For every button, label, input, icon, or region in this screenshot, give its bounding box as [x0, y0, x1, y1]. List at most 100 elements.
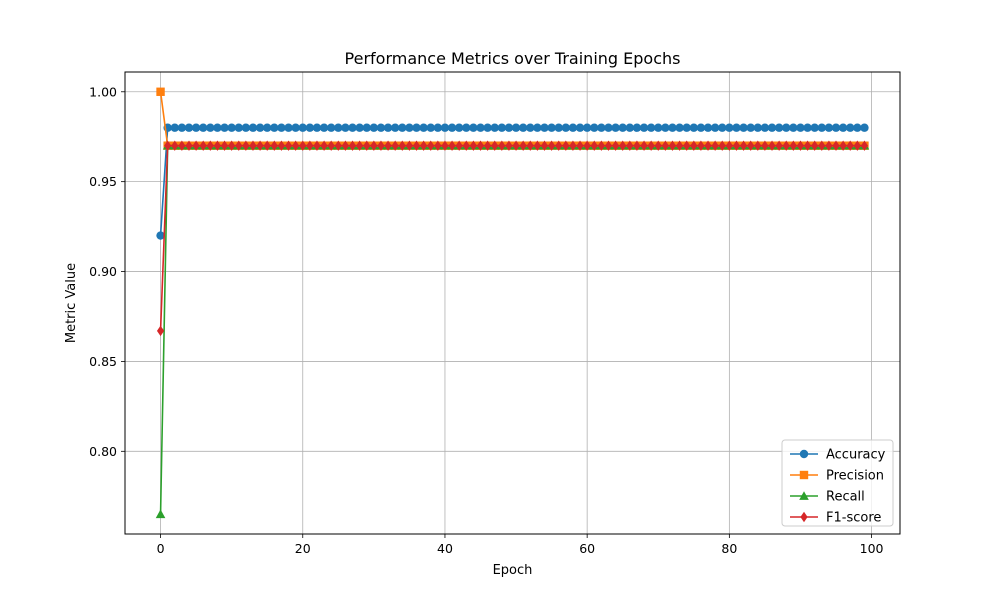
data-point-accuracy	[789, 123, 798, 132]
data-point-accuracy	[383, 123, 393, 132]
series-f1-score	[156, 140, 869, 337]
data-point-f1-score	[732, 140, 741, 151]
data-point-accuracy	[440, 123, 450, 132]
data-point-f1-score	[491, 140, 499, 151]
data-point-accuracy	[469, 123, 478, 132]
data-point-f1-score	[178, 140, 186, 151]
data-point-accuracy	[362, 123, 371, 132]
data-point-accuracy	[319, 123, 329, 132]
data-point-f1-score	[405, 140, 414, 151]
legend-label: F1-score	[826, 511, 881, 526]
data-point-accuracy	[533, 123, 542, 132]
plot-frame	[124, 71, 901, 535]
legend-label: Accuracy	[826, 448, 886, 463]
series-line-f1-score	[159, 144, 865, 331]
data-point-accuracy	[220, 123, 229, 132]
data-point-accuracy	[774, 123, 784, 132]
data-point-accuracy	[298, 123, 307, 132]
data-point-f1-score	[846, 140, 854, 151]
data-point-accuracy	[554, 123, 563, 132]
data-point-accuracy	[568, 123, 578, 132]
data-point-f1-score	[619, 140, 627, 151]
data-point-f1-score	[690, 140, 698, 151]
legend-marker	[799, 491, 809, 500]
x-axis-ticks: 0 20 40 60 80 100	[157, 534, 884, 556]
data-point-f1-score	[562, 140, 570, 151]
data-point-f1-score	[206, 140, 214, 151]
x-tick-label: 80	[721, 541, 737, 556]
data-point-f1-score	[185, 140, 193, 151]
data-point-f1-score	[697, 140, 705, 151]
legend-label: Recall	[826, 490, 865, 505]
data-point-f1-score	[249, 140, 257, 151]
legend: Accuracy Precision Recall F1-score	[781, 439, 894, 527]
data-point-f1-score	[832, 140, 840, 151]
data-point-f1-score	[228, 140, 236, 151]
data-point-f1-score	[455, 140, 463, 151]
data-point-accuracy	[718, 123, 727, 132]
data-point-accuracy	[355, 123, 364, 132]
data-point-accuracy	[476, 123, 485, 132]
data-point-accuracy	[796, 123, 805, 132]
data-point-f1-score	[213, 140, 222, 151]
x-tick-label: 40	[437, 541, 453, 556]
data-point-f1-score	[661, 140, 669, 151]
data-point-f1-score	[796, 140, 805, 151]
data-point-f1-score	[683, 140, 691, 151]
data-point-accuracy	[277, 123, 286, 132]
data-point-accuracy	[326, 123, 336, 132]
data-point-accuracy	[739, 123, 748, 132]
data-point-accuracy	[376, 123, 386, 132]
data-point-accuracy	[746, 123, 755, 132]
x-tick-label: 100	[860, 541, 884, 556]
data-point-f1-score	[640, 140, 648, 151]
data-point-accuracy	[305, 123, 315, 132]
data-point-f1-score	[256, 140, 264, 151]
data-point-f1-score	[555, 140, 563, 151]
data-point-f1-score	[498, 140, 506, 151]
data-point-f1-score	[462, 140, 470, 151]
data-point-f1-score	[654, 140, 662, 151]
data-point-f1-score	[590, 140, 598, 151]
data-point-accuracy	[191, 123, 201, 132]
data-point-accuracy	[575, 123, 585, 132]
data-point-accuracy	[547, 123, 556, 132]
data-point-f1-score	[313, 140, 321, 151]
data-point-f1-score	[512, 140, 520, 151]
data-point-accuracy	[284, 123, 293, 132]
data-point-f1-score	[199, 140, 207, 151]
data-point-f1-score	[277, 140, 286, 151]
data-point-accuracy	[831, 123, 841, 132]
data-point-f1-score	[540, 140, 549, 151]
data-point-f1-score	[284, 140, 293, 151]
data-point-accuracy	[803, 123, 812, 132]
legend-label: Precision	[826, 469, 884, 484]
data-point-accuracy	[312, 123, 322, 132]
data-point-accuracy	[270, 123, 279, 132]
data-point-accuracy	[632, 123, 642, 132]
data-point-accuracy	[710, 123, 720, 132]
data-point-accuracy	[725, 123, 734, 132]
data-point-f1-score	[668, 140, 677, 151]
data-point-accuracy	[213, 123, 222, 132]
data-point-f1-score	[747, 140, 755, 151]
data-point-accuracy	[462, 123, 471, 132]
data-point-f1-score	[604, 140, 613, 151]
data-point-accuracy	[604, 123, 613, 132]
data-point-accuracy	[454, 123, 464, 132]
data-point-accuracy	[817, 123, 826, 132]
data-point-f1-score	[825, 140, 833, 151]
data-point-precision	[156, 87, 165, 96]
data-point-accuracy	[590, 123, 599, 132]
data-point-accuracy	[611, 123, 620, 132]
data-point-accuracy	[504, 123, 514, 132]
legend-marker	[799, 449, 809, 459]
data-point-f1-score	[356, 140, 364, 151]
legend-entry-recall: Recall	[790, 490, 865, 505]
series-recall	[155, 140, 870, 519]
data-point-f1-score	[270, 140, 278, 151]
y-tick-label: 0.85	[89, 354, 117, 369]
data-point-f1-score	[370, 140, 378, 151]
data-point-f1-score	[626, 140, 634, 151]
